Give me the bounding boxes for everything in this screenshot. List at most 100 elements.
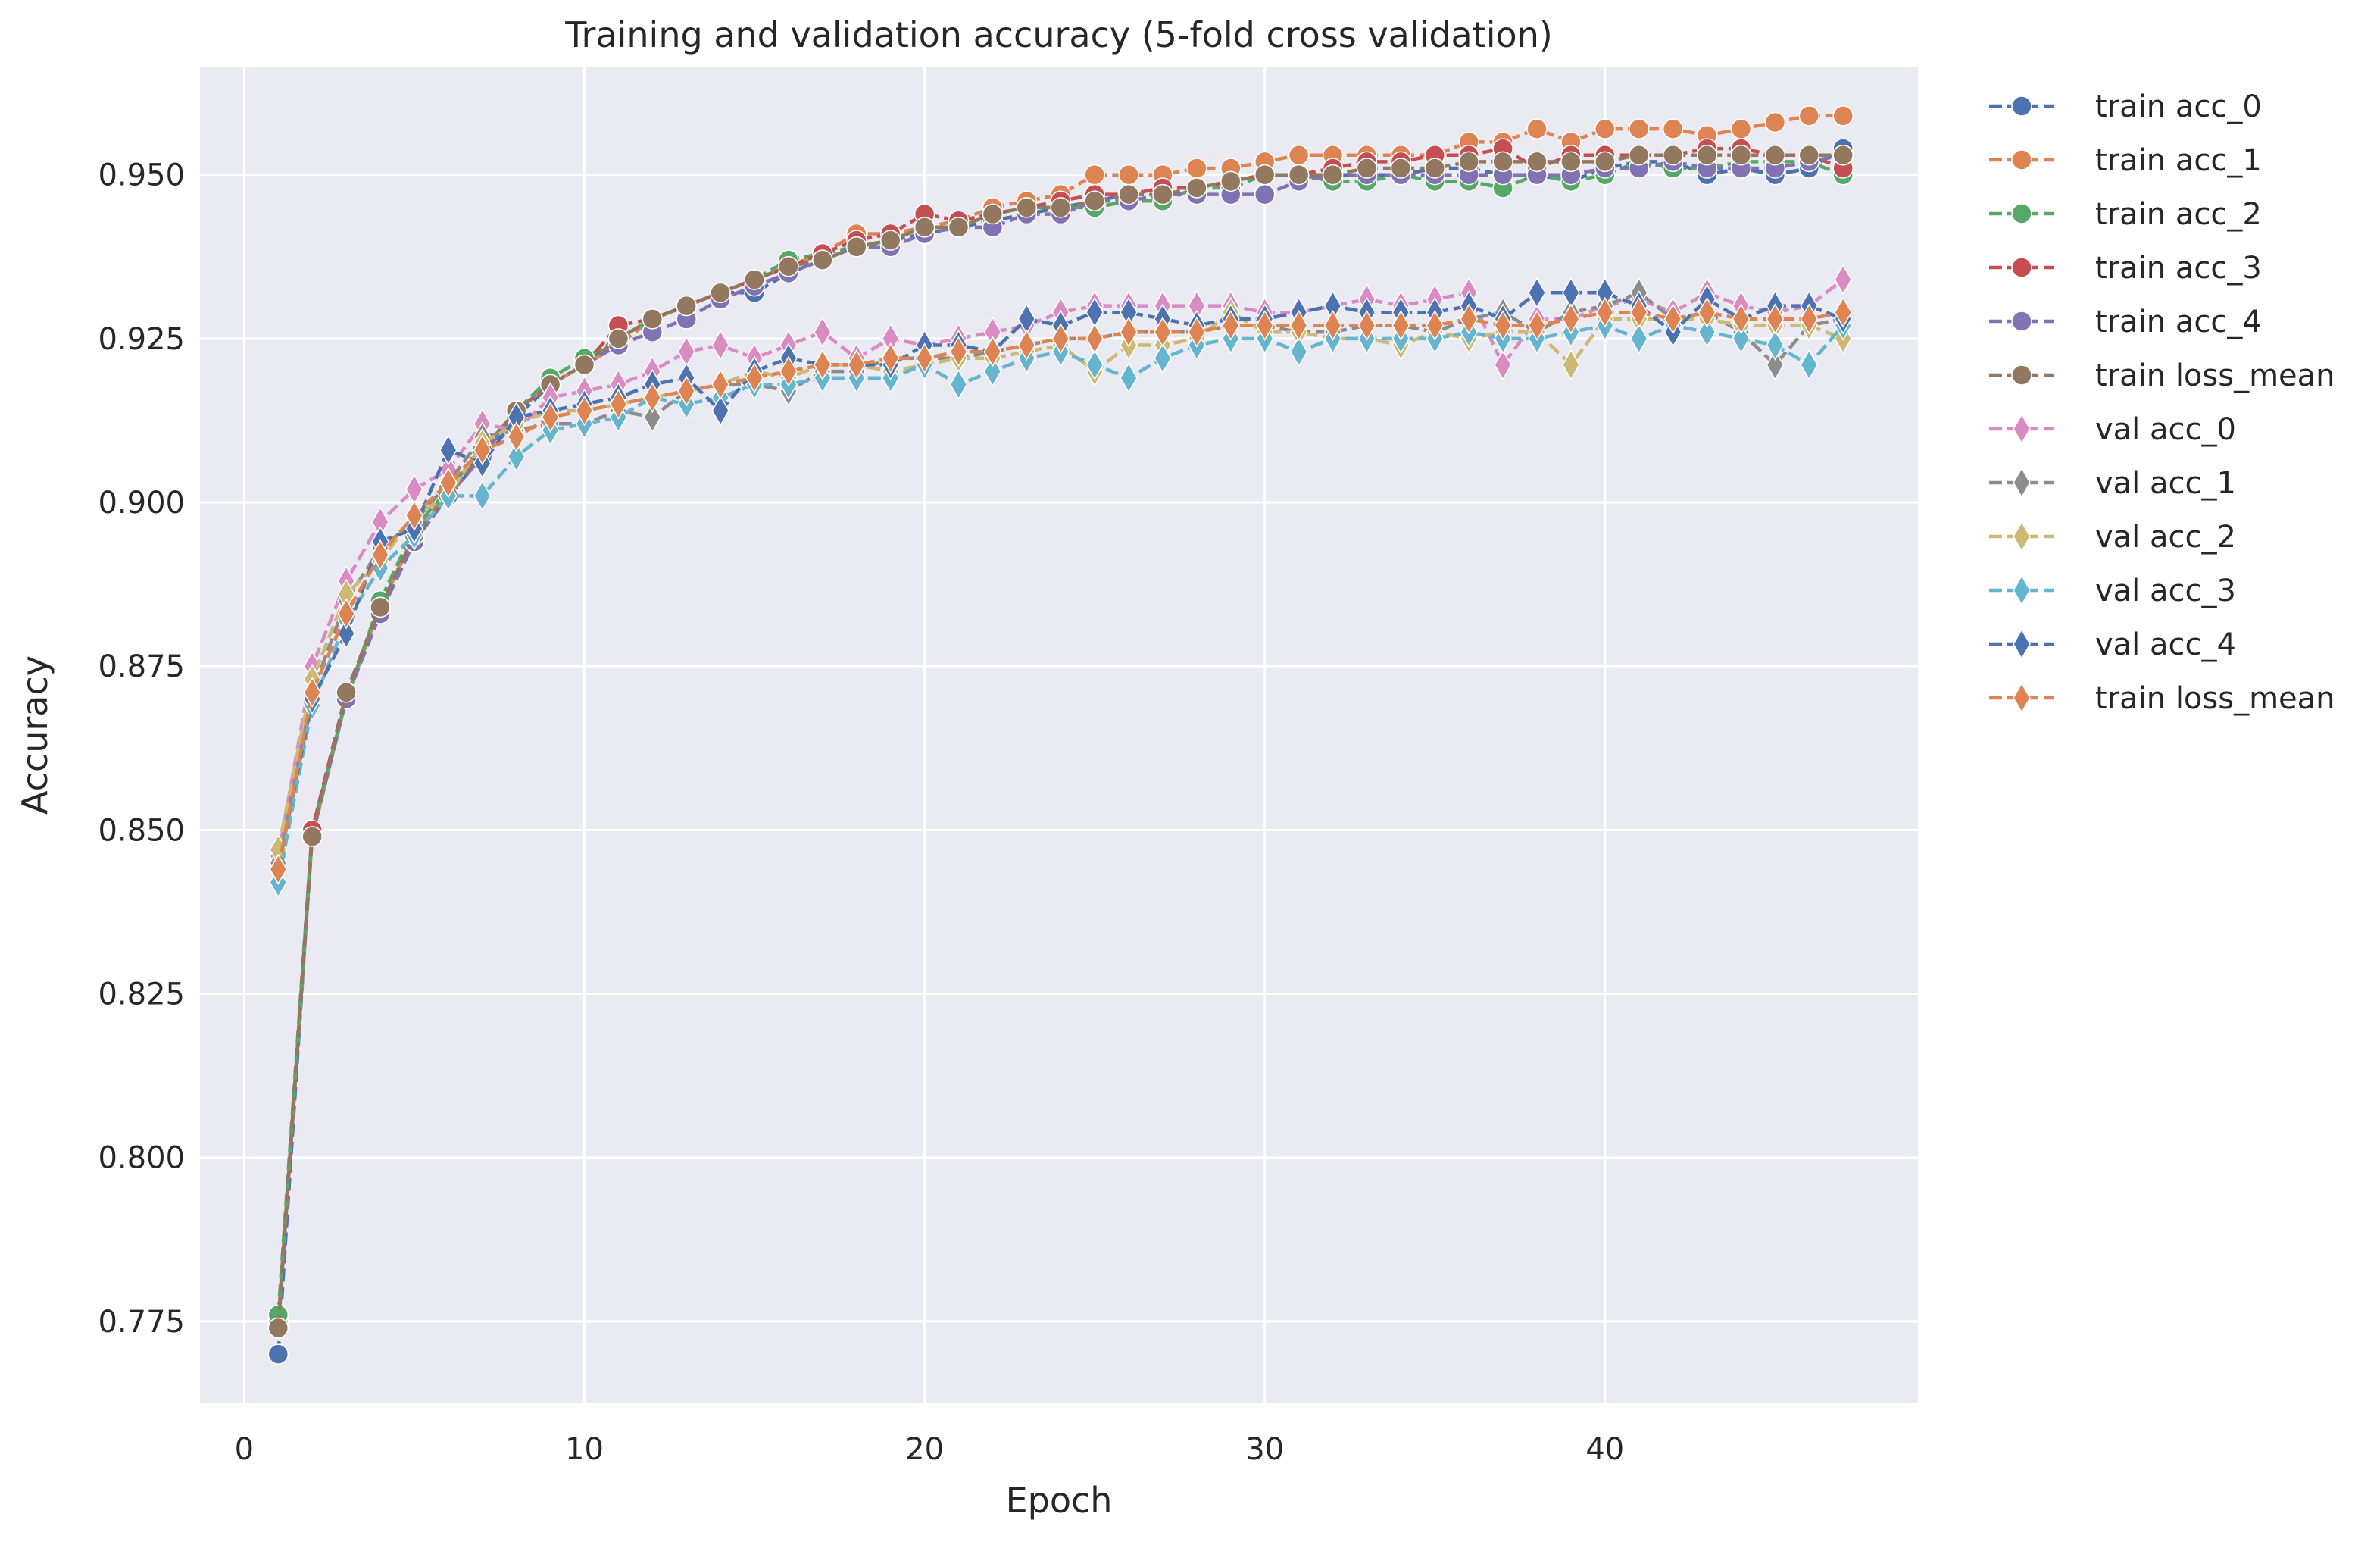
data-point xyxy=(507,421,526,453)
data-point xyxy=(1152,183,1173,205)
data-point xyxy=(473,434,492,466)
data-point xyxy=(573,354,595,376)
data-point xyxy=(1528,310,1546,342)
data-point xyxy=(1051,323,1070,355)
data-point xyxy=(575,395,594,427)
legend-marker xyxy=(2013,467,2031,499)
y-tick-labels: 0.775 0.800 0.825 0.850 0.875 0.900 0.925 0.950 xyxy=(98,158,185,1340)
data-point xyxy=(370,596,391,618)
legend-item: train acc_3 xyxy=(1989,251,2262,286)
legend-item: val acc_4 xyxy=(1989,627,2236,662)
legend-label: val acc_2 xyxy=(2095,520,2236,555)
data-point xyxy=(1526,151,1548,173)
data-point xyxy=(814,316,832,348)
data-point xyxy=(1016,197,1038,218)
data-point xyxy=(643,402,662,433)
y-tick-label: 0.825 xyxy=(98,977,185,1012)
data-point xyxy=(1696,144,1718,166)
data-point xyxy=(1628,144,1650,166)
legend-item: train acc_2 xyxy=(1989,197,2262,232)
series-line xyxy=(276,311,1844,850)
data-point xyxy=(1662,144,1684,166)
x-tick-label: 10 xyxy=(565,1432,604,1467)
y-tick-label: 0.850 xyxy=(98,813,185,848)
legend-label: train loss_mean xyxy=(2095,358,2335,393)
data-point xyxy=(846,236,867,258)
legend-marker xyxy=(2013,682,2031,714)
legend-marker xyxy=(2013,574,2031,606)
data-point xyxy=(1356,158,1378,179)
data-point xyxy=(914,217,935,238)
y-tick-label: 0.925 xyxy=(98,322,185,357)
data-point xyxy=(949,336,968,367)
legend-item: val acc_3 xyxy=(1989,574,2236,608)
data-point xyxy=(473,480,492,511)
chart-title: Training and validation accuracy (5-fold… xyxy=(564,14,1553,55)
data-point xyxy=(1289,336,1308,367)
data-point xyxy=(337,598,355,630)
data-point xyxy=(371,539,389,571)
data-point xyxy=(1254,164,1276,186)
legend-label: train loss_mean xyxy=(2095,681,2335,716)
data-point xyxy=(1798,144,1820,166)
legend-item: val acc_2 xyxy=(1989,520,2236,555)
legend-marker xyxy=(2011,311,2032,332)
legend-label: train acc_4 xyxy=(2095,305,2262,339)
data-point xyxy=(1730,118,1752,139)
data-point xyxy=(1494,349,1512,380)
data-point xyxy=(541,402,560,433)
legend-label: train acc_2 xyxy=(2095,197,2262,232)
data-point xyxy=(881,342,900,374)
data-point xyxy=(1390,158,1412,179)
legend-item: train acc_4 xyxy=(1989,305,2262,339)
data-point xyxy=(1562,349,1580,380)
data-point xyxy=(745,362,764,394)
series-line xyxy=(276,278,1844,857)
y-tick-label: 0.900 xyxy=(98,486,185,521)
data-point xyxy=(1255,310,1274,342)
x-tick-label: 40 xyxy=(1585,1432,1624,1467)
data-point xyxy=(1120,362,1138,394)
legend-item: train loss_mean xyxy=(1989,358,2335,393)
data-point xyxy=(1391,310,1410,342)
x-tick-label: 20 xyxy=(905,1432,944,1467)
data-point xyxy=(983,336,1002,367)
data-point xyxy=(1492,151,1513,173)
data-point xyxy=(336,682,357,703)
data-point xyxy=(1798,105,1820,127)
data-point xyxy=(982,203,1004,225)
data-point xyxy=(507,441,526,472)
data-point xyxy=(1288,164,1310,186)
legend-marker xyxy=(2011,149,2032,170)
data-point xyxy=(1085,323,1104,355)
data-point xyxy=(1220,170,1242,192)
data-point xyxy=(1017,330,1036,361)
data-point xyxy=(439,467,458,499)
data-point xyxy=(439,434,458,466)
data-point xyxy=(1085,349,1104,380)
x-tick-label: 0 xyxy=(235,1432,254,1467)
data-point xyxy=(1698,296,1716,328)
grid-layer xyxy=(200,67,1918,1403)
data-point xyxy=(303,677,322,708)
legend-label: val acc_1 xyxy=(2095,466,2236,501)
data-point xyxy=(1426,310,1445,342)
data-point xyxy=(609,388,628,420)
data-point xyxy=(1254,183,1276,205)
data-point xyxy=(1800,303,1819,335)
data-point xyxy=(1154,342,1172,374)
data-point xyxy=(814,349,832,380)
legend-label: train acc_1 xyxy=(2095,143,2262,178)
data-point xyxy=(710,282,731,304)
data-point xyxy=(1289,310,1308,342)
data-point xyxy=(1050,197,1071,218)
legend-marker xyxy=(2013,628,2031,660)
data-point xyxy=(1766,349,1785,380)
legend-item: val acc_1 xyxy=(1989,466,2236,501)
data-point xyxy=(1528,277,1546,308)
legend-marker xyxy=(2013,521,2031,552)
legend-marker xyxy=(2011,257,2032,278)
data-point xyxy=(643,382,662,414)
data-point xyxy=(1594,151,1616,173)
